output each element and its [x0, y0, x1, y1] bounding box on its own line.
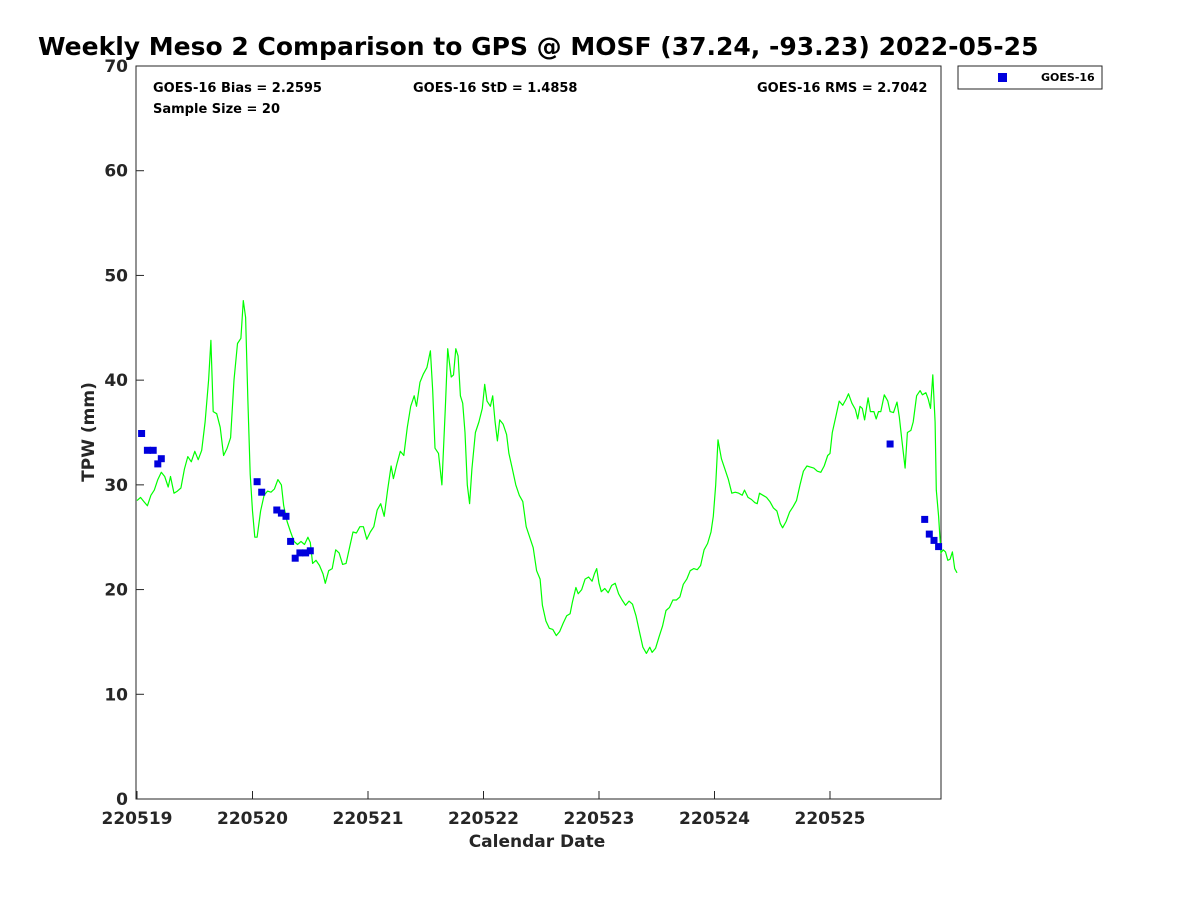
x-tick-label: 220519 [102, 809, 173, 829]
goes16-point [154, 460, 162, 468]
goes16-point [143, 446, 151, 454]
gps-series [136, 300, 958, 655]
y-tick-label: 70 [104, 57, 128, 77]
goes16-point [306, 547, 314, 555]
y-tick-label: 50 [104, 266, 128, 286]
goes16-point [157, 455, 165, 463]
x-axis-label: Calendar Date [469, 832, 606, 852]
goes16-point [277, 509, 285, 517]
bias-stat: GOES-16 Bias = 2.2595 [153, 81, 322, 96]
goes16-point [935, 543, 943, 551]
x-tick-label: 220520 [217, 809, 288, 829]
x-tick-label: 220525 [795, 809, 866, 829]
goes16-point [258, 488, 266, 496]
goes16-point [886, 440, 894, 448]
sample-size-stat: Sample Size = 20 [153, 102, 280, 117]
goes16-point [253, 478, 261, 486]
axes-frame [135, 65, 942, 800]
goes16-series [138, 430, 943, 562]
y-tick-label: 60 [104, 162, 128, 182]
x-axis: 220519 220520 220521 220522 220523 220524 2205… [102, 791, 866, 829]
goes16-point [138, 430, 146, 437]
y-tick-label: 20 [104, 581, 128, 601]
legend-marker-goes16 [998, 73, 1007, 82]
x-tick-label: 220523 [564, 809, 635, 829]
goes16-point [921, 515, 929, 523]
gps-line [136, 300, 958, 655]
std-stat: GOES-16 StD = 1.4858 [413, 81, 577, 96]
goes16-point [282, 512, 290, 520]
x-tick-label: 220521 [333, 809, 404, 829]
goes16-point [302, 549, 310, 557]
legend: GOES-16 [957, 65, 1103, 90]
chart-title: Weekly Meso 2 Comparison to GPS @ MOSF (… [38, 32, 1038, 61]
rms-stat: GOES-16 RMS = 2.7042 [757, 81, 927, 96]
y-tick-label: 0 [116, 790, 128, 810]
goes16-point [930, 536, 938, 544]
goes16-point [149, 446, 157, 454]
x-tick-label: 220524 [679, 809, 750, 829]
y-axis: 0 10 20 30 40 50 60 70 [104, 57, 144, 810]
y-tick-label: 10 [104, 685, 128, 705]
plot-area [135, 65, 942, 800]
x-tick-label: 220522 [448, 809, 519, 829]
goes16-point [296, 549, 304, 557]
goes16-point [291, 554, 299, 562]
legend-label-goes16: GOES-16 [1041, 71, 1095, 84]
goes16-point [287, 537, 295, 545]
goes16-point [273, 506, 281, 514]
y-tick-label: 40 [104, 371, 128, 391]
y-axis-label: TPW (mm) [79, 382, 99, 482]
y-tick-label: 30 [104, 476, 128, 496]
goes16-point [925, 530, 933, 538]
legend-box [957, 65, 1103, 90]
